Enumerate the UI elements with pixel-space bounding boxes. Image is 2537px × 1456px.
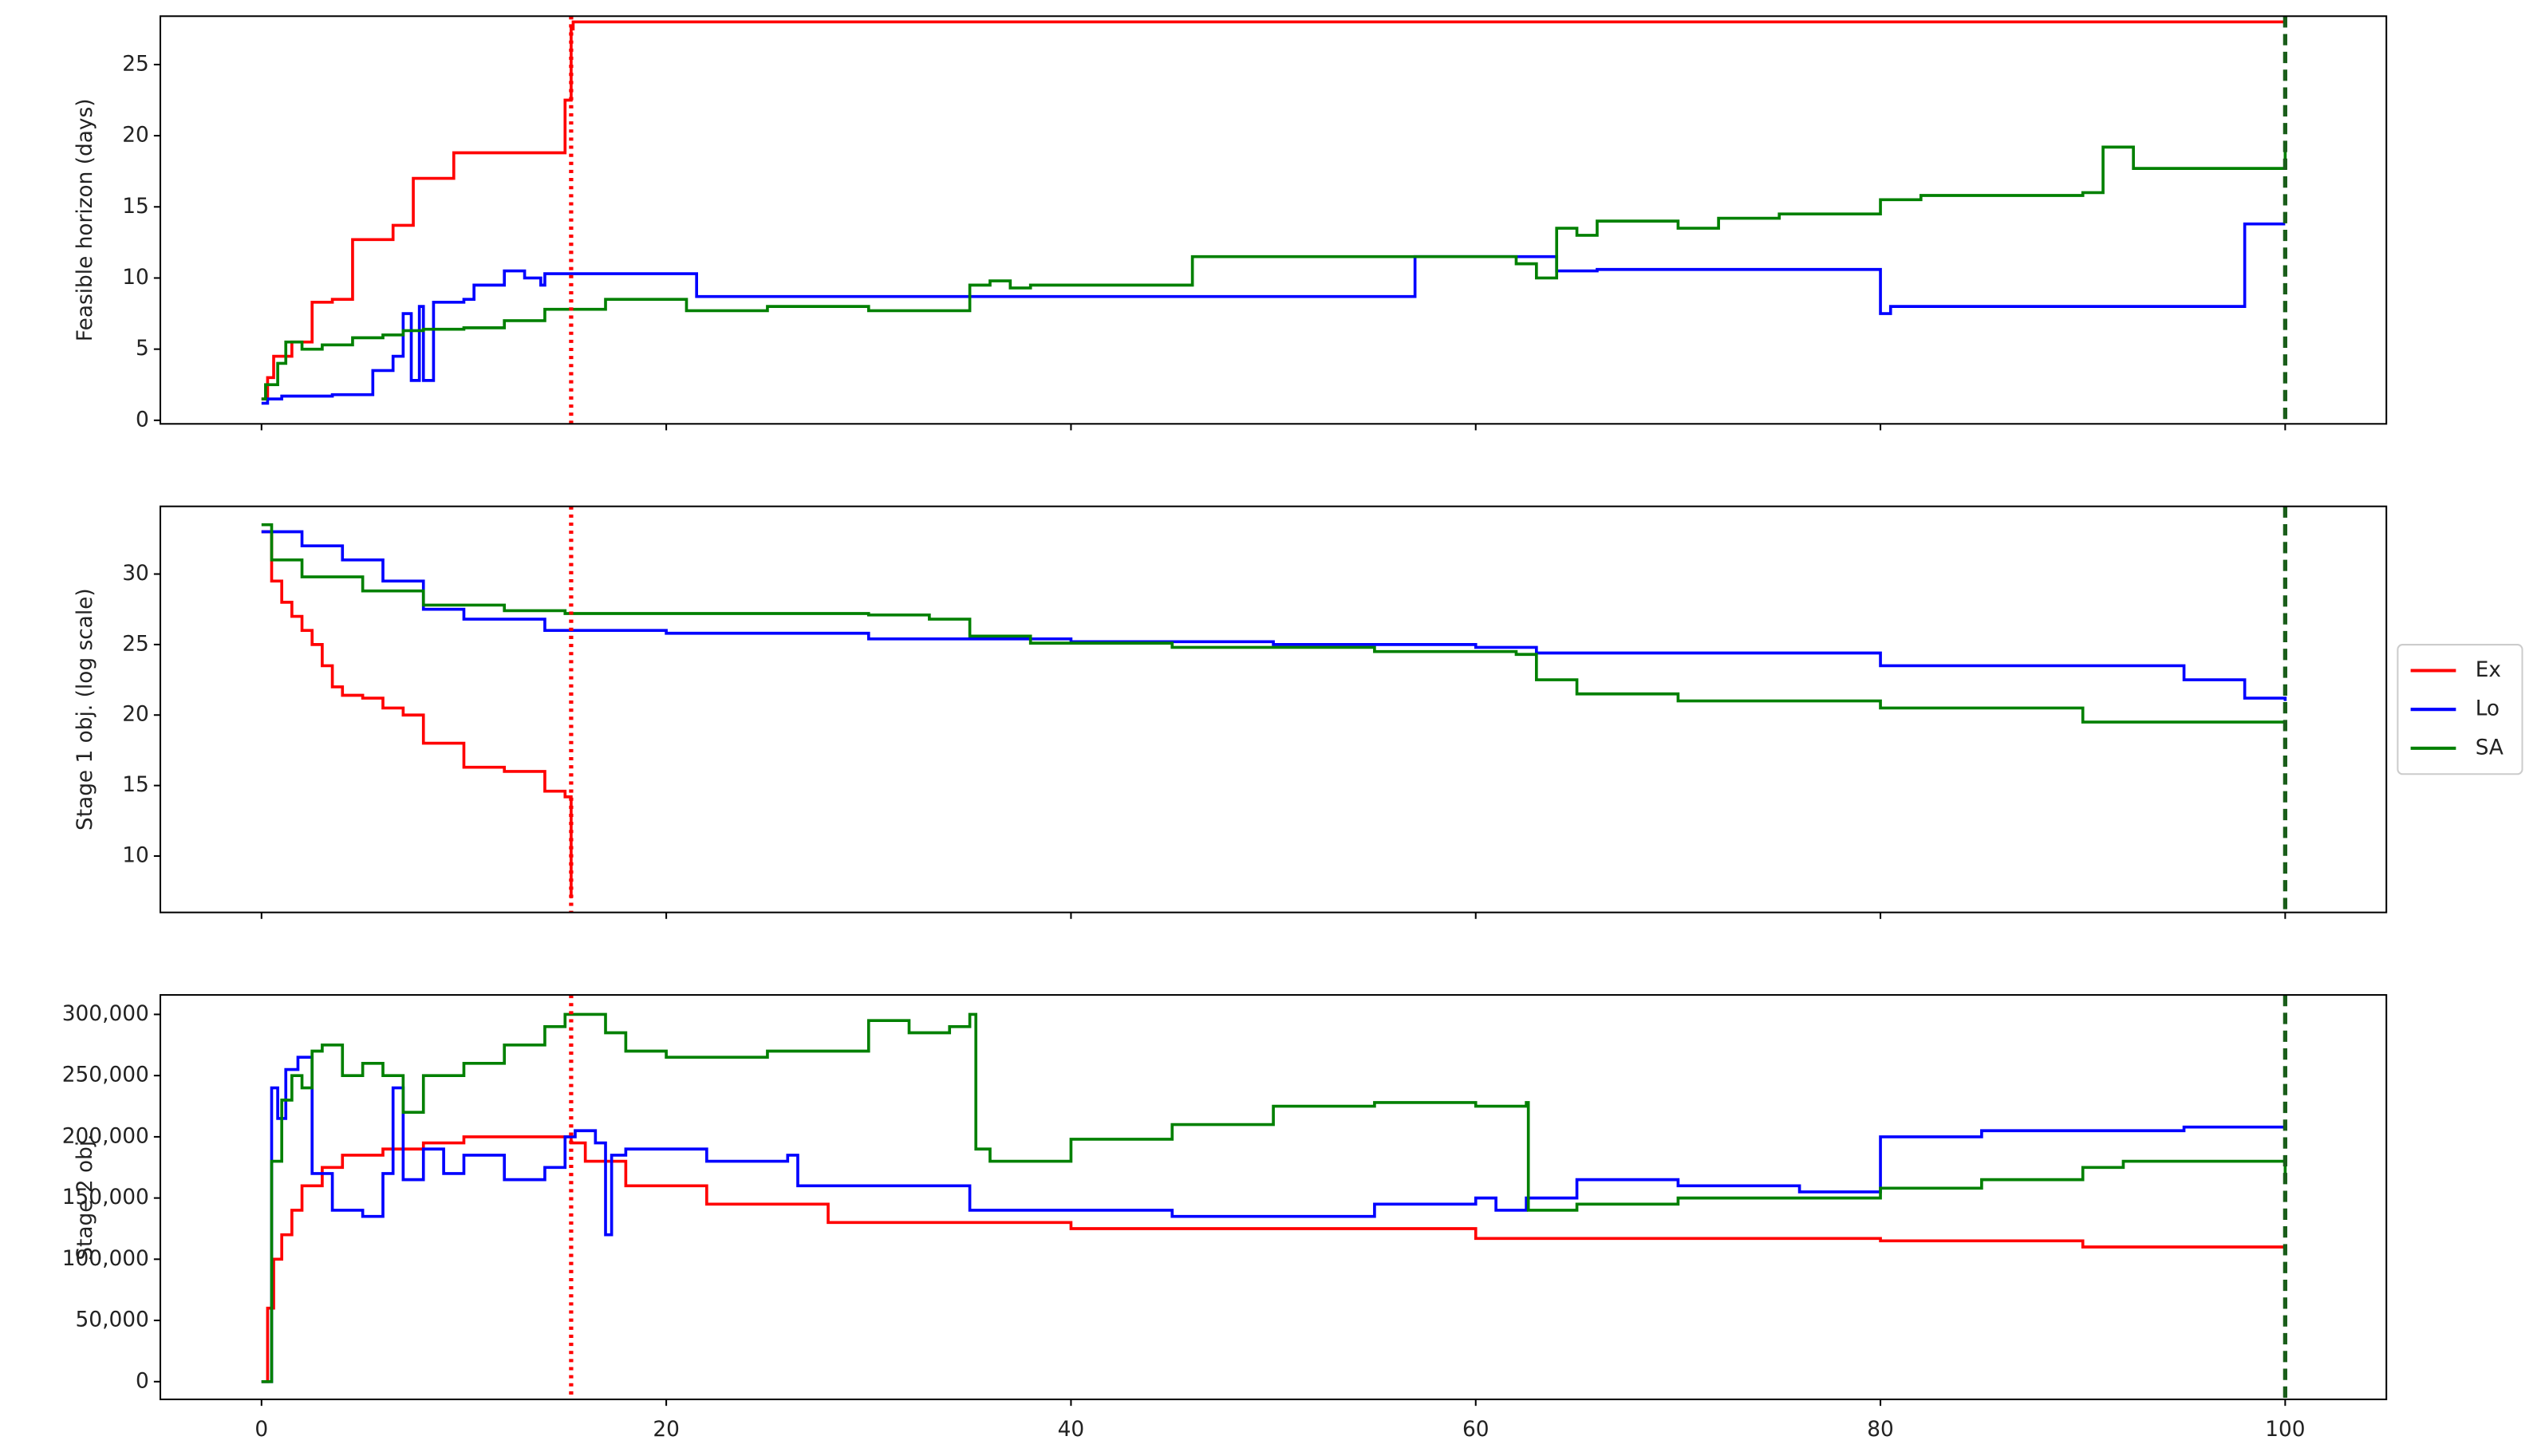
axes-frame — [159, 15, 2388, 425]
x-tick-label: 100 — [2265, 1418, 2305, 1442]
y-tick-label: 25 — [122, 632, 149, 656]
series-line — [261, 145, 2287, 400]
legend-box — [2397, 644, 2523, 775]
y-tick-label: 20 — [122, 703, 149, 727]
panel: 10 15 20 25 30 Stage 1 obj. (log scale) — [73, 505, 2388, 919]
y-tick-label: 250,000 — [62, 1063, 149, 1087]
series-line — [261, 20, 2286, 400]
y-tick-label: 5 — [136, 337, 149, 361]
y-tick-label: 15 — [122, 195, 149, 219]
legend: Ex Lo SA — [2397, 644, 2523, 775]
y-tick-label: 0 — [136, 1369, 149, 1393]
y-axis-label: Feasible horizon (days) — [73, 98, 97, 341]
x-tick-label: 0 — [254, 1418, 268, 1442]
y-tick-label: 300,000 — [62, 1002, 149, 1026]
legend-label: Lo — [2476, 697, 2500, 721]
legend-label: Ex — [2476, 658, 2501, 682]
axes-frame — [159, 505, 2388, 913]
panel: 0 50,000 100,000 150,000 200,000 250,000 300,0… — [62, 994, 2388, 1442]
series-line — [261, 1056, 2287, 1383]
y-tick-label: 150,000 — [62, 1186, 149, 1209]
series-line — [261, 222, 2286, 405]
series-line — [261, 530, 573, 898]
series-line — [261, 1012, 2287, 1383]
y-tick-label: 200,000 — [62, 1124, 149, 1148]
y-tick-label: 100,000 — [62, 1247, 149, 1271]
y-axis-label: Stage 2 obj. — [73, 1134, 97, 1260]
y-tick-label: 10 — [122, 843, 149, 867]
plot-area — [261, 1012, 2287, 1383]
y-tick-label: 15 — [122, 773, 149, 797]
x-tick-label: 20 — [653, 1418, 680, 1442]
y-tick-label: 50,000 — [76, 1308, 149, 1332]
y-axis-label: Stage 1 obj. (log scale) — [73, 588, 97, 831]
x-tick-label: 40 — [1058, 1418, 1085, 1442]
x-tick-label: 80 — [1867, 1418, 1894, 1442]
axes-frame — [159, 994, 2388, 1401]
y-tick-label: 30 — [122, 562, 149, 586]
plot-area — [261, 20, 2287, 405]
y-tick-label: 25 — [122, 52, 149, 76]
y-tick-label: 20 — [122, 124, 149, 148]
series-line — [261, 1135, 2287, 1383]
series-line — [261, 530, 2287, 701]
y-tick-label: 0 — [136, 408, 149, 432]
legend-label: SA — [2476, 736, 2503, 760]
panel: 0 5 10 15 20 25 Feasible horizon (days) — [73, 15, 2388, 432]
series-line — [261, 523, 2287, 725]
x-tick-label: 60 — [1462, 1418, 1489, 1442]
plot-area — [261, 523, 2287, 898]
y-tick-label: 10 — [122, 266, 149, 290]
